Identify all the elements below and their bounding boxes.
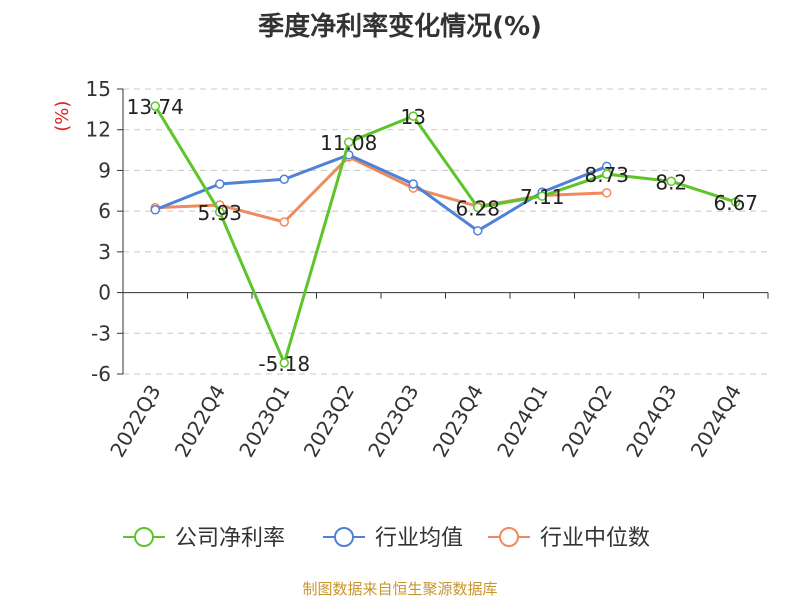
y-tick-label: 6: [98, 199, 111, 223]
data-label: 6.67: [713, 191, 758, 215]
legend: 公司净利率 行业均值 行业中位数: [123, 526, 650, 551]
x-tick-label: 2023Q3: [363, 381, 423, 462]
x-tick-label: 2023Q1: [234, 381, 294, 462]
y-tick-label: -3: [91, 321, 111, 345]
data-point: [344, 137, 354, 147]
y-axis-unit-label: (%): [52, 101, 73, 132]
data-label: 8.73: [584, 163, 629, 187]
legend-marker: [334, 527, 354, 547]
data-point: [279, 217, 289, 227]
data-label: 7.11: [520, 185, 565, 209]
y-tick-label: 12: [86, 118, 111, 142]
x-tick-label: 2023Q2: [299, 381, 359, 462]
x-tick-label: 2022Q3: [105, 381, 165, 462]
grid-lines: [123, 88, 768, 375]
x-tick-label: 2024Q1: [492, 381, 552, 462]
data-label: 5.93: [197, 201, 242, 225]
legend-marker: [134, 527, 154, 547]
y-tick-label: 0: [98, 281, 111, 305]
data-point: [666, 176, 676, 187]
data-point: [731, 197, 741, 207]
x-tick-label: 2024Q3: [621, 381, 681, 462]
data-point: [150, 205, 160, 215]
data-point: [408, 179, 418, 189]
data-point: [602, 169, 612, 179]
data-point: [537, 191, 547, 201]
data-point: [473, 226, 483, 236]
legend-label: 行业中位数: [540, 526, 650, 551]
data-point: [279, 174, 289, 184]
y-tick-label: -6: [91, 362, 111, 386]
source-note: 制图数据来自恒生聚源数据库: [302, 580, 498, 598]
legend-marker: [499, 527, 519, 547]
data-point: [408, 111, 418, 121]
series-lines: [150, 101, 741, 368]
legend-label: 行业均值: [375, 526, 463, 551]
x-tick-label: 2024Q4: [686, 381, 746, 462]
series-line: [153, 105, 737, 365]
data-label: 11.08: [320, 131, 377, 155]
data-point: [602, 188, 612, 198]
data-point: [150, 101, 160, 111]
y-tick-label: 9: [98, 158, 111, 182]
data-label: 13: [401, 105, 426, 129]
data-label: 8.2: [655, 170, 687, 194]
x-tick-label: 2024Q2: [557, 381, 617, 462]
data-point: [215, 207, 225, 217]
data-label: 13.74: [127, 95, 184, 119]
legend-label: 公司净利率: [175, 526, 285, 551]
data-point: [279, 358, 289, 368]
data-point: [215, 179, 225, 189]
data-labels: 13.74 5.93 -5.18 11.08 13 6.28 7.11 8.73 8.2 6.67: [127, 95, 758, 376]
x-tick-label: 2022Q4: [170, 381, 230, 462]
y-tick-label: 3: [98, 240, 111, 264]
data-point: [473, 202, 483, 213]
data-label: -5.18: [258, 352, 310, 376]
data-label: 6.28: [455, 196, 500, 220]
chart-title: 季度净利率变化情况(%): [258, 12, 542, 42]
x-tick-label: 2023Q4: [428, 381, 488, 462]
y-tick-label: 15: [86, 77, 111, 101]
